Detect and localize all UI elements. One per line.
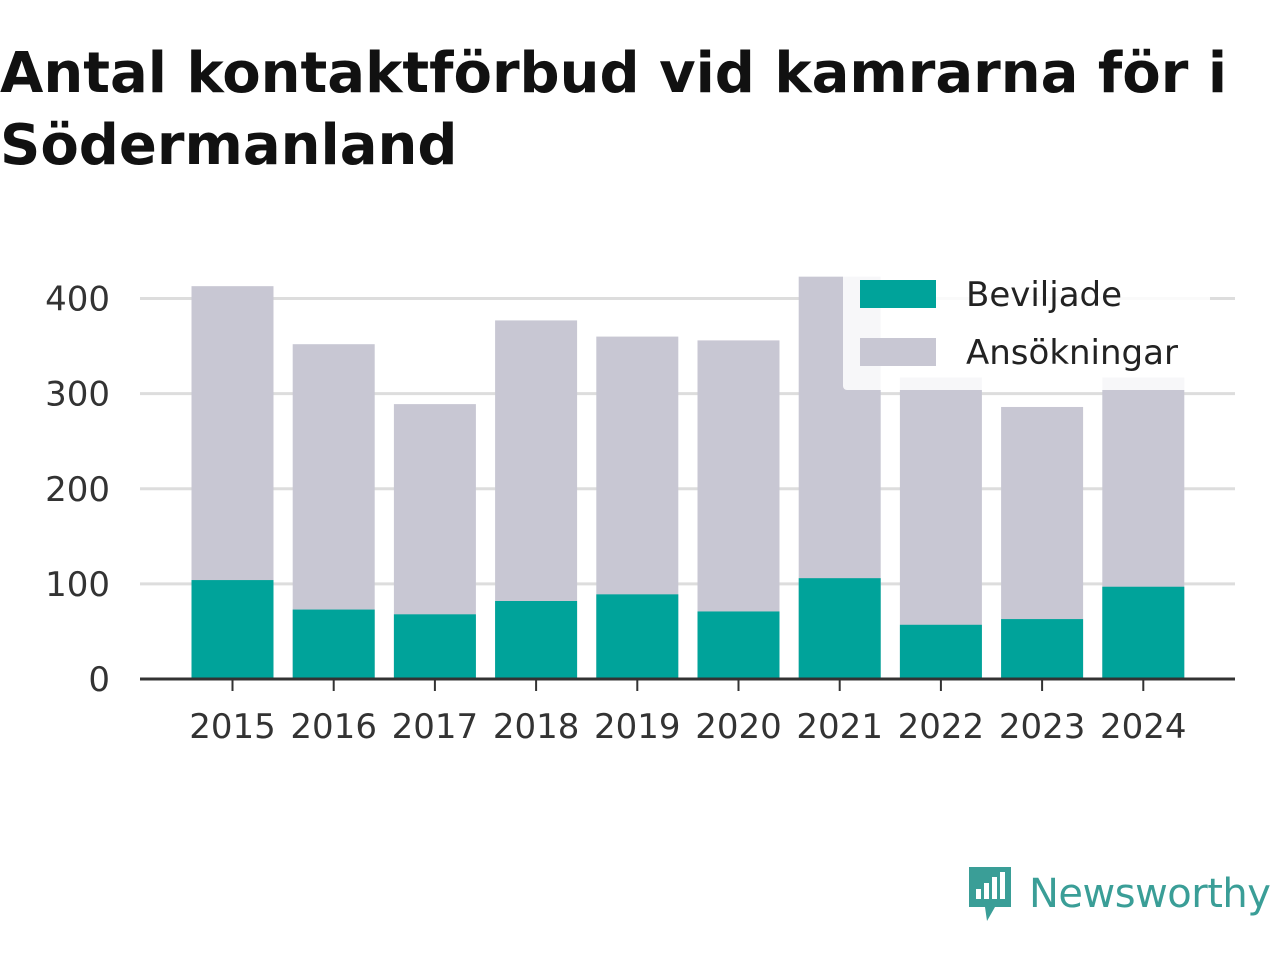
bar-beviljade — [798, 578, 881, 679]
bar-beviljade — [697, 611, 780, 679]
bar-beviljade — [1102, 586, 1185, 679]
bar-beviljade — [1001, 619, 1084, 679]
x-tick-label: 2024 — [1100, 707, 1187, 747]
y-tick-label: 400 — [45, 280, 110, 320]
y-tick-label: 0 — [88, 660, 110, 700]
x-tick-label: 2020 — [695, 707, 782, 747]
x-tick-label: 2022 — [898, 707, 985, 747]
x-tick-label: 2023 — [999, 707, 1086, 747]
bar-beviljade — [899, 624, 982, 679]
legend-swatch — [860, 280, 936, 308]
x-tick-label: 2015 — [189, 707, 276, 747]
legend-swatch — [860, 338, 936, 366]
y-tick-label: 100 — [45, 565, 110, 605]
bar-beviljade — [393, 614, 476, 679]
bar-beviljade — [495, 601, 578, 679]
chart-title: Antal kontaktförbud vid kamrarna för i S… — [0, 41, 1228, 178]
brand-name: Newsworthy — [1029, 871, 1271, 917]
y-tick-label: 300 — [45, 375, 110, 415]
x-tick-label: 2018 — [493, 707, 580, 747]
newsworthy-logo-icon — [969, 867, 1011, 921]
x-tick-label: 2017 — [392, 707, 479, 747]
bar-beviljade — [191, 580, 274, 679]
brand-logo: Newsworthy — [965, 862, 1271, 926]
y-tick-label: 200 — [45, 470, 110, 510]
x-tick-label: 2019 — [594, 707, 681, 747]
legend-label: Ansökningar — [966, 333, 1178, 373]
x-tick-label: 2021 — [796, 707, 883, 747]
x-tick-label: 2016 — [290, 707, 377, 747]
bar-beviljade — [596, 594, 679, 679]
legend-label: Beviljade — [966, 275, 1122, 315]
bar-beviljade — [292, 609, 375, 679]
